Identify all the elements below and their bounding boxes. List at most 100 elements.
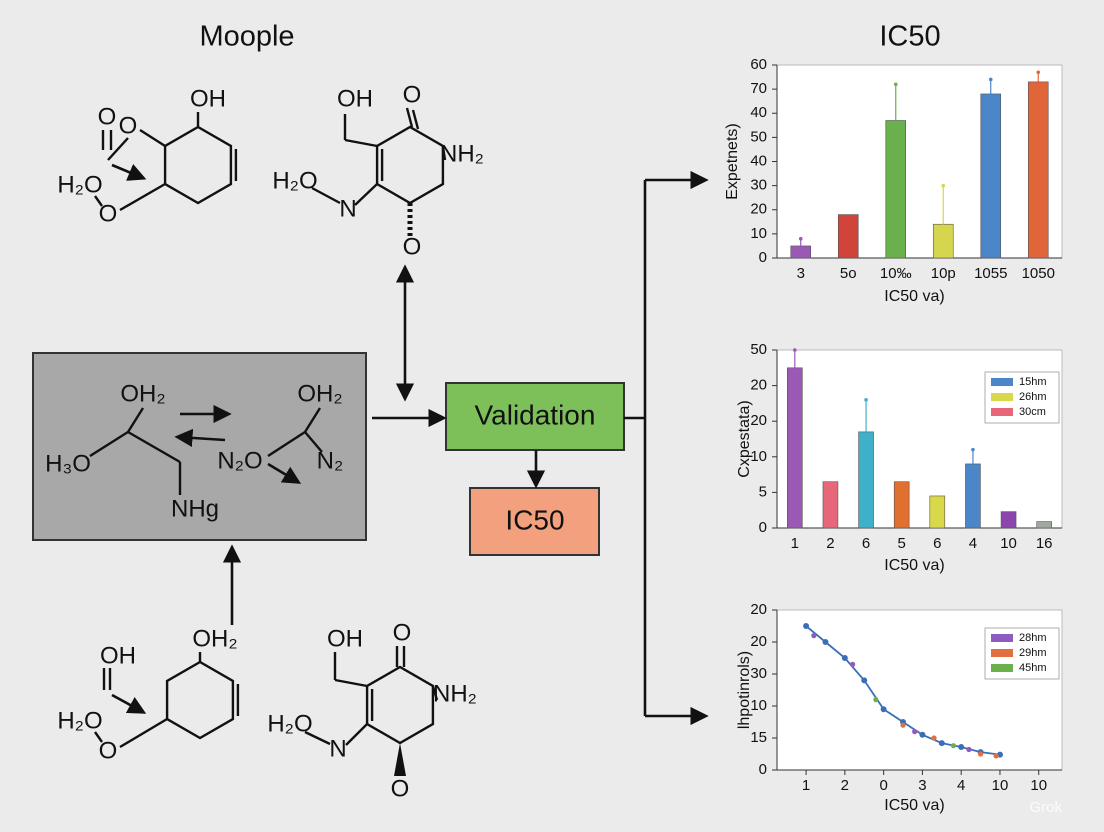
bond [411,109,420,130]
fit-point [822,639,829,645]
y-tick-label: 20 [750,377,767,394]
bar [787,367,803,529]
error-cap [941,183,946,188]
legend-label: 28hm [1019,632,1047,644]
fit-point [841,655,848,661]
y-tick-label: 20 [750,412,767,429]
scatter-point [850,661,856,668]
atom-label: NHg [171,495,219,522]
atom-label: O [403,81,422,108]
x-axis-label: IC50 va) [884,557,944,574]
atom-label: H₃O [45,450,91,477]
center-box [32,352,367,541]
y-axis-label: lhpotinrols) [736,651,753,729]
bond [334,678,368,688]
x-tick-label: 1055 [974,265,1007,282]
scatter-point [873,697,879,703]
error-cap [864,398,868,402]
atom-label: OH [100,642,136,669]
y-tick-label: 40 [750,152,767,169]
scatter-point [977,751,984,757]
x-tick-label: 6 [933,535,941,552]
legend-label: 26hm [1019,391,1047,403]
atom-label: N [329,735,346,762]
y-axis-label: Cxpestata) [736,400,753,477]
atom-label: N [339,195,356,222]
y-tick-label: 30 [750,177,767,194]
atom-label: O [99,200,118,227]
atom-label: O [393,619,412,646]
bond [94,195,103,207]
y-tick-label: 40 [750,104,767,121]
atom-label: H₂O [57,171,102,198]
legend-swatch [991,634,1013,642]
fit-point [938,740,945,747]
validation-label: Validation [475,399,596,430]
atom-label: OH₂ [192,625,237,652]
x-tick-label: 1 [791,535,799,552]
atom-label: N₂O [217,447,262,474]
bond [89,430,129,458]
x-tick-label: 2 [841,777,849,794]
atom-label: H₂O [272,167,317,194]
scatter-point [900,722,906,728]
atom-label: O [391,775,410,802]
ic50-label: IC50 [505,504,564,535]
arrow [174,428,226,448]
atom-label: O [403,233,422,260]
legend-swatch [991,393,1013,401]
bond [345,723,368,746]
y-tick-label: 20 [750,201,767,218]
atom-label: OH [327,625,363,652]
bar [1000,511,1017,529]
bar [790,245,812,259]
x-tick-label: 10‰ [880,265,912,282]
bar [929,495,946,529]
x-tick-label: 10 [1000,535,1017,552]
x-axis-label: IC50 va) [884,288,944,305]
fit-point [880,706,887,713]
y-axis-label: Expetnets) [724,123,741,199]
bond [107,137,129,161]
atom-label: NH₂ [440,140,484,167]
x-tick-label: 4 [957,777,965,794]
x-tick-label: 4 [969,535,977,552]
legend-label: 30cm [1019,406,1046,418]
legend-swatch [991,664,1013,672]
x-tick-label: 5 [898,535,906,552]
fit-point [919,731,926,738]
y-tick-label: 20 [750,633,767,650]
scatter-point [912,729,918,735]
y-tick-label: 15 [750,729,767,746]
atom-label: O [99,737,118,764]
bond [139,128,166,148]
atom-label: O [119,112,138,139]
arrow [111,693,147,714]
y-tick-label: 50 [750,341,767,358]
legend-swatch [991,408,1013,416]
x-tick-label: 1 [802,777,810,794]
arrow [267,462,302,484]
bar [1036,521,1052,529]
validation-node [445,382,625,451]
x-tick-label: 3 [797,265,805,282]
error-cap [1036,70,1041,75]
error-cap [793,348,797,352]
bond [267,430,306,458]
bond [119,717,168,749]
y-tick-label: 10 [750,697,767,714]
x-tick-label: 2 [826,535,834,552]
x-tick-label: 10p [931,265,956,282]
title-right: IC50 [879,21,940,53]
x-tick-label: 0 [879,777,887,794]
bar [932,223,954,259]
atom-label: OH₂ [297,380,342,407]
y-tick-label: 10 [750,448,767,465]
bond [119,182,166,212]
y-tick-label: 5 [759,483,767,500]
legend-label: 15hm [1019,376,1047,388]
bond [431,685,439,701]
legend-label: 29hm [1019,647,1047,659]
bond [127,430,181,464]
